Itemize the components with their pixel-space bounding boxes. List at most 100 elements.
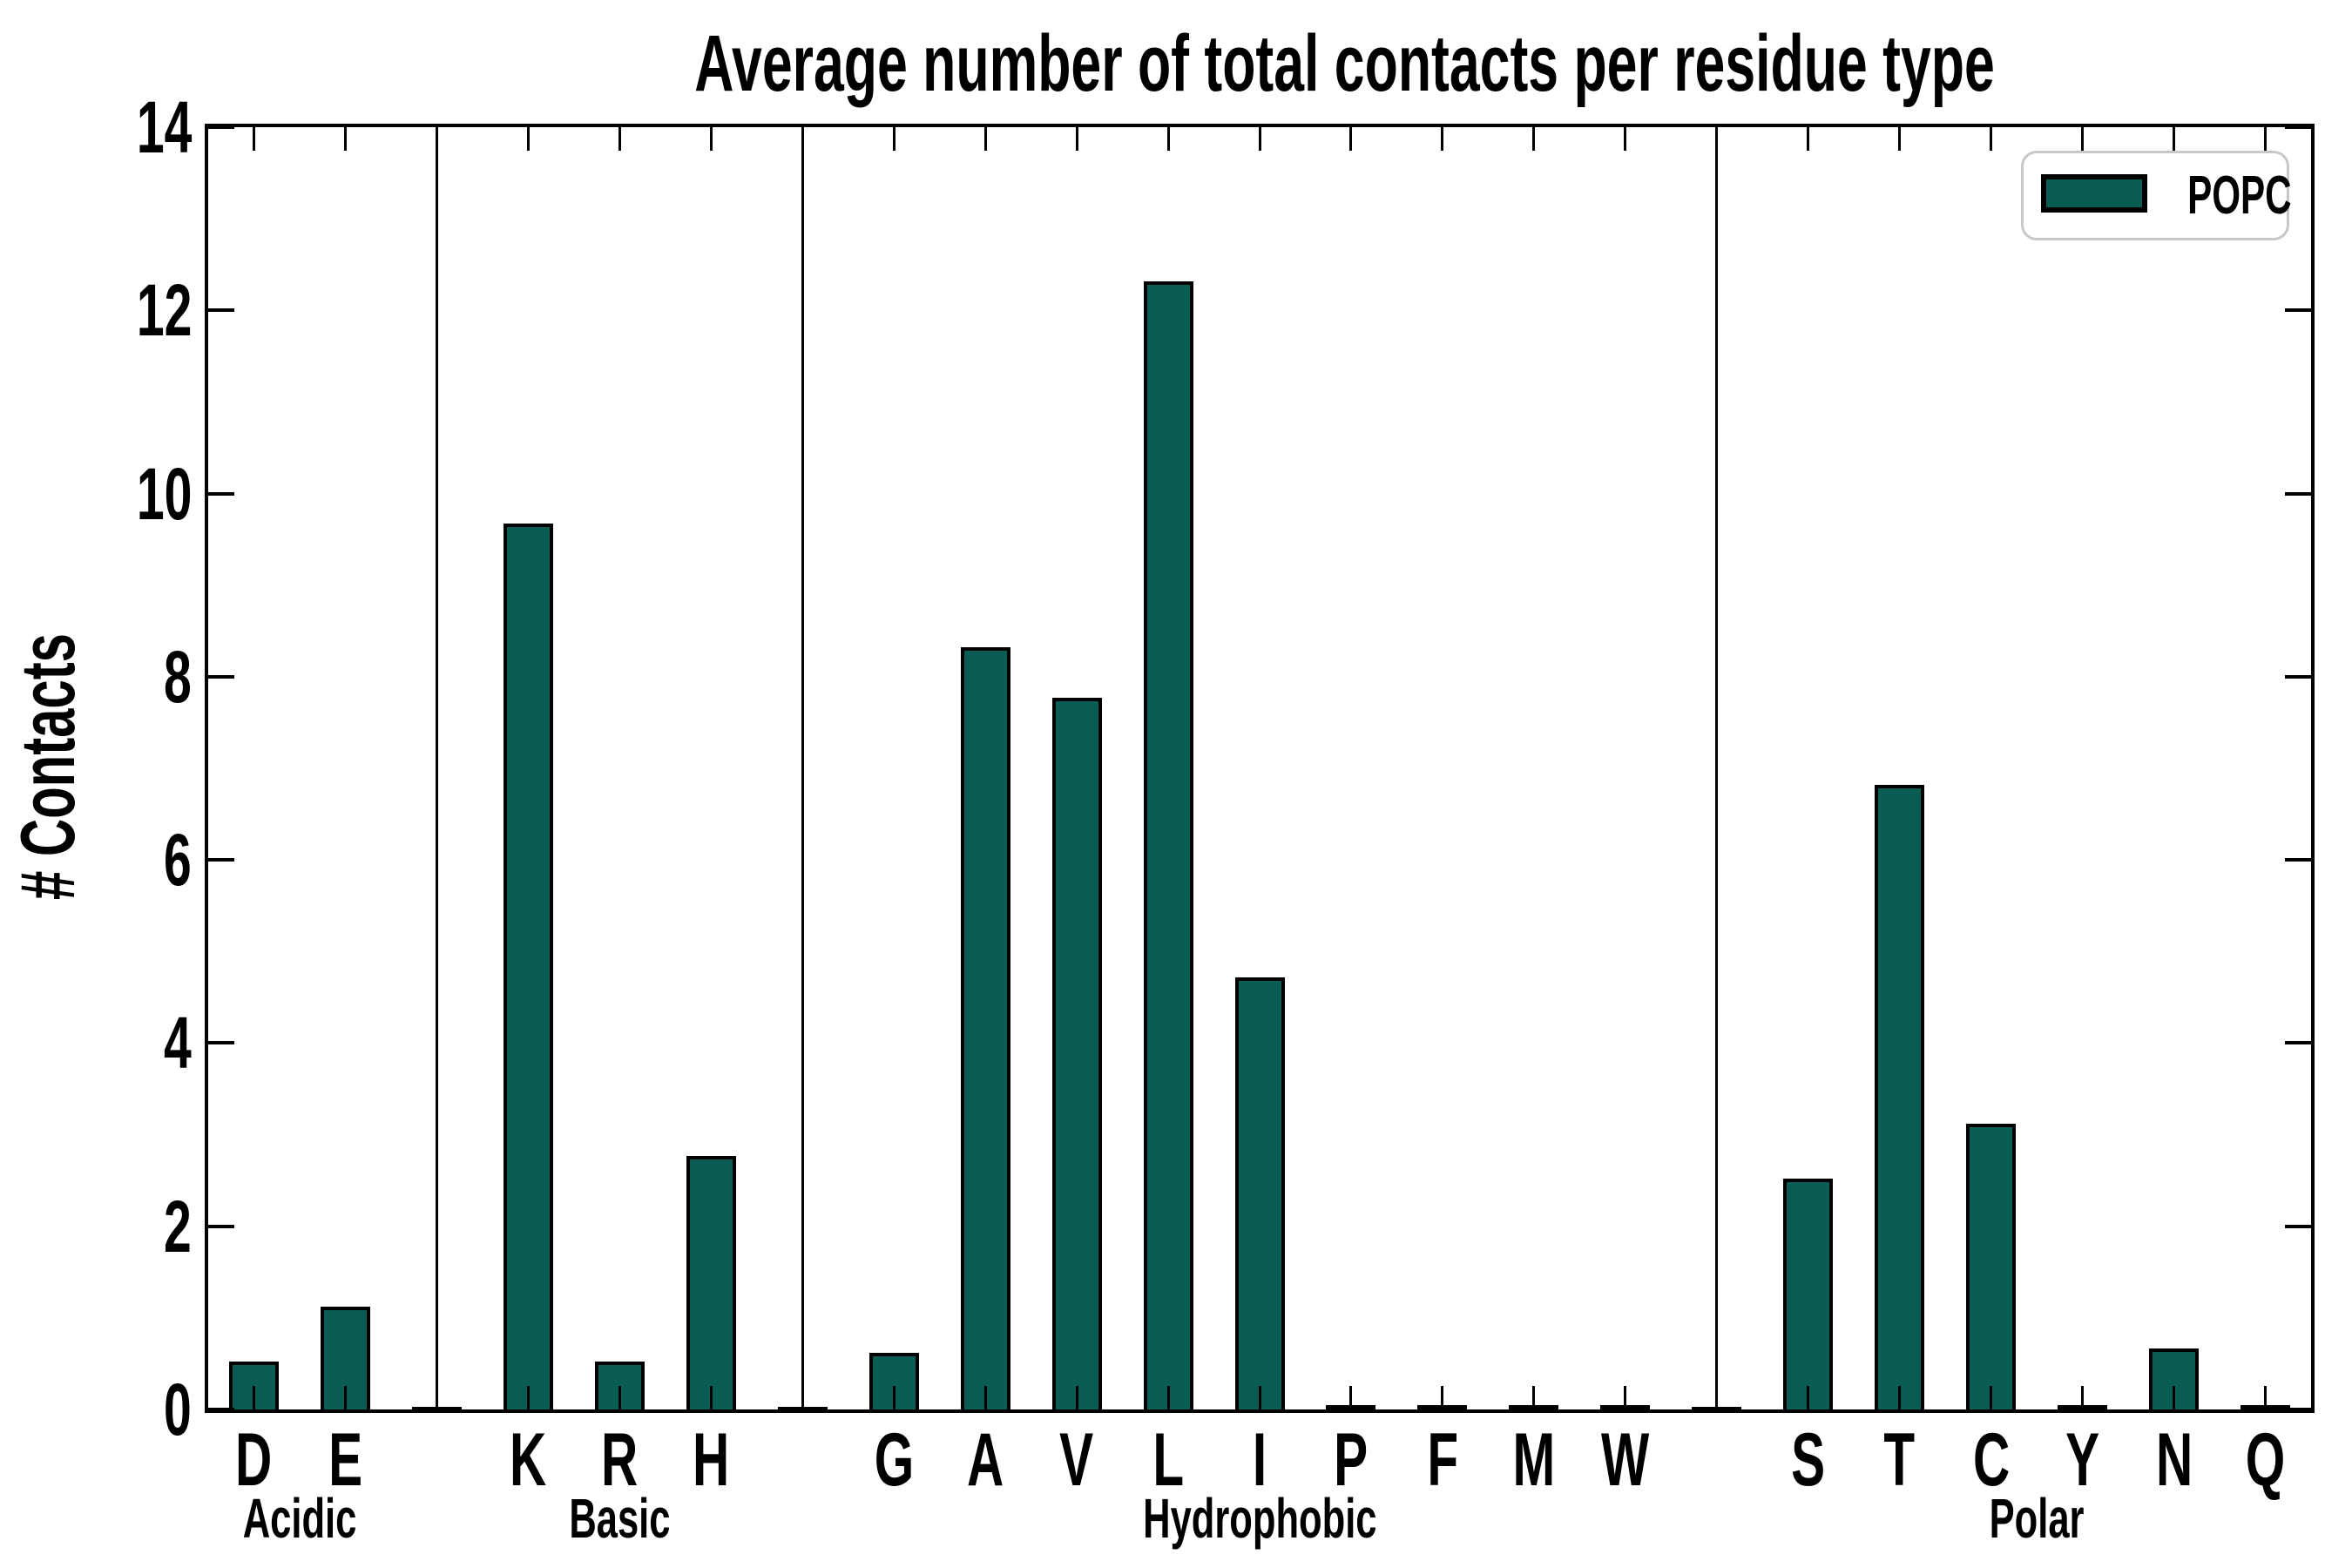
x-tick-bottom-I (1258, 1386, 1261, 1409)
x-tick-top-R (618, 127, 621, 151)
y-tick-label-text: 14 (136, 86, 192, 168)
x-tick-label-text: M (1512, 1418, 1556, 1502)
y-tick-right-4 (2285, 1041, 2311, 1045)
y-tick-label-14: 14 (35, 82, 192, 172)
x-tick-bottom-N (2173, 1386, 2176, 1409)
group-label-text: Polar (1989, 1487, 2085, 1550)
y-tick-label-8: 8 (35, 632, 192, 722)
group-label-text: Basic (569, 1487, 671, 1550)
x-tick-label-text: R (601, 1418, 639, 1502)
bar-T (1875, 785, 1925, 1409)
x-tick-label-text: T (1883, 1418, 1916, 1502)
bar-C (1966, 1124, 2017, 1409)
group-separator (801, 127, 804, 1409)
x-tick-top-P (1349, 127, 1353, 151)
y-tick-left-14 (208, 125, 234, 129)
plot-frame (205, 124, 2315, 1413)
y-tick-left-10 (208, 491, 234, 496)
x-tick-label-N: N (2113, 1423, 2235, 1497)
x-tick-label-R: R (558, 1423, 680, 1497)
x-tick-bottom-L (1166, 1386, 1170, 1409)
x-tick-label-text: H (693, 1418, 730, 1502)
y-tick-right-2 (2285, 1224, 2311, 1228)
x-tick-label-text: G (874, 1418, 914, 1502)
x-tick-label-text: D (235, 1418, 273, 1502)
y-tick-label-4: 4 (35, 997, 192, 1088)
x-tick-label-text: I (1252, 1418, 1267, 1502)
x-tick-bottom-R (618, 1386, 621, 1409)
bar-V (1051, 698, 1102, 1409)
x-tick-label-S: S (1747, 1423, 1869, 1497)
x-tick-label-text: V (1059, 1418, 1094, 1502)
x-tick-bottom-S (1807, 1386, 1810, 1409)
x-tick-label-P: P (1290, 1423, 1412, 1497)
x-tick-label-text: C (1972, 1418, 2010, 1502)
x-tick-label-text: K (510, 1418, 547, 1502)
y-tick-label-text: 4 (164, 1002, 192, 1085)
zero-bar (1692, 1407, 1742, 1409)
y-tick-label-text: 2 (164, 1185, 192, 1267)
x-tick-bottom-Y (2081, 1386, 2085, 1409)
y-tick-left-4 (208, 1041, 234, 1045)
x-tick-label-T: T (1839, 1423, 1961, 1497)
group-label-text: Hydrophobic (1142, 1487, 1377, 1550)
x-tick-label-text: F (1427, 1418, 1458, 1502)
y-tick-right-14 (2285, 125, 2311, 129)
bar-K (503, 524, 553, 1409)
x-tick-top-E (343, 127, 347, 151)
bar-I (1234, 977, 1285, 1409)
x-tick-label-A: A (924, 1423, 1046, 1497)
y-tick-right-6 (2285, 858, 2311, 862)
y-tick-label-6: 6 (35, 814, 192, 905)
x-tick-top-N (2173, 127, 2176, 151)
x-tick-label-text: P (1334, 1418, 1369, 1502)
x-tick-label-K: K (467, 1423, 589, 1497)
group-label-Acidic: Acidic (0, 1487, 605, 1550)
x-tick-bottom-C (1990, 1386, 1993, 1409)
x-tick-label-text: E (328, 1418, 362, 1502)
x-tick-top-C (1990, 127, 1993, 151)
y-tick-label-12: 12 (35, 265, 192, 355)
group-label-text: Acidic (242, 1487, 357, 1550)
group-separator (435, 127, 438, 1409)
zero-bar (777, 1407, 828, 1409)
x-tick-top-H (709, 127, 713, 151)
x-tick-bottom-P (1349, 1386, 1353, 1409)
x-tick-top-D (252, 127, 255, 151)
bar-H (686, 1156, 736, 1409)
y-tick-left-12 (208, 308, 234, 313)
x-tick-label-text: Q (2245, 1418, 2286, 1502)
x-tick-top-L (1166, 127, 1170, 151)
x-tick-bottom-F (1441, 1386, 1444, 1409)
legend-label-text: POPC (2187, 166, 2292, 226)
x-tick-top-T (1898, 127, 1902, 151)
y-tick-left-8 (208, 674, 234, 679)
x-tick-label-text: Y (2065, 1418, 2100, 1502)
x-tick-label-text: W (1601, 1418, 1650, 1502)
x-tick-label-F: F (1382, 1423, 1504, 1497)
x-tick-bottom-K (526, 1386, 530, 1409)
zero-bar (411, 1407, 462, 1409)
x-tick-top-V (1075, 127, 1078, 151)
group-label-Basic: Basic (314, 1487, 924, 1550)
x-tick-label-text: A (967, 1418, 1004, 1502)
bar-A (960, 647, 1010, 1409)
x-tick-top-M (1532, 127, 1536, 151)
x-tick-bottom-H (709, 1386, 713, 1409)
x-tick-label-D: D (193, 1423, 314, 1497)
x-tick-top-Q (2264, 127, 2268, 151)
legend-label: POPC (2163, 153, 2291, 238)
x-tick-label-M: M (1473, 1423, 1595, 1497)
x-tick-label-text: L (1152, 1418, 1184, 1502)
x-tick-label-G: G (833, 1423, 955, 1497)
legend: POPC (2021, 151, 2292, 240)
y-tick-label-text: 8 (164, 635, 192, 718)
x-tick-label-E: E (284, 1423, 406, 1497)
y-tick-right-12 (2285, 308, 2311, 313)
x-tick-bottom-V (1075, 1386, 1078, 1409)
x-tick-bottom-T (1898, 1386, 1902, 1409)
y-tick-label-text: 12 (136, 269, 192, 352)
chart-title: Average number of total contacts per res… (389, 12, 2131, 115)
x-tick-bottom-A (983, 1386, 987, 1409)
